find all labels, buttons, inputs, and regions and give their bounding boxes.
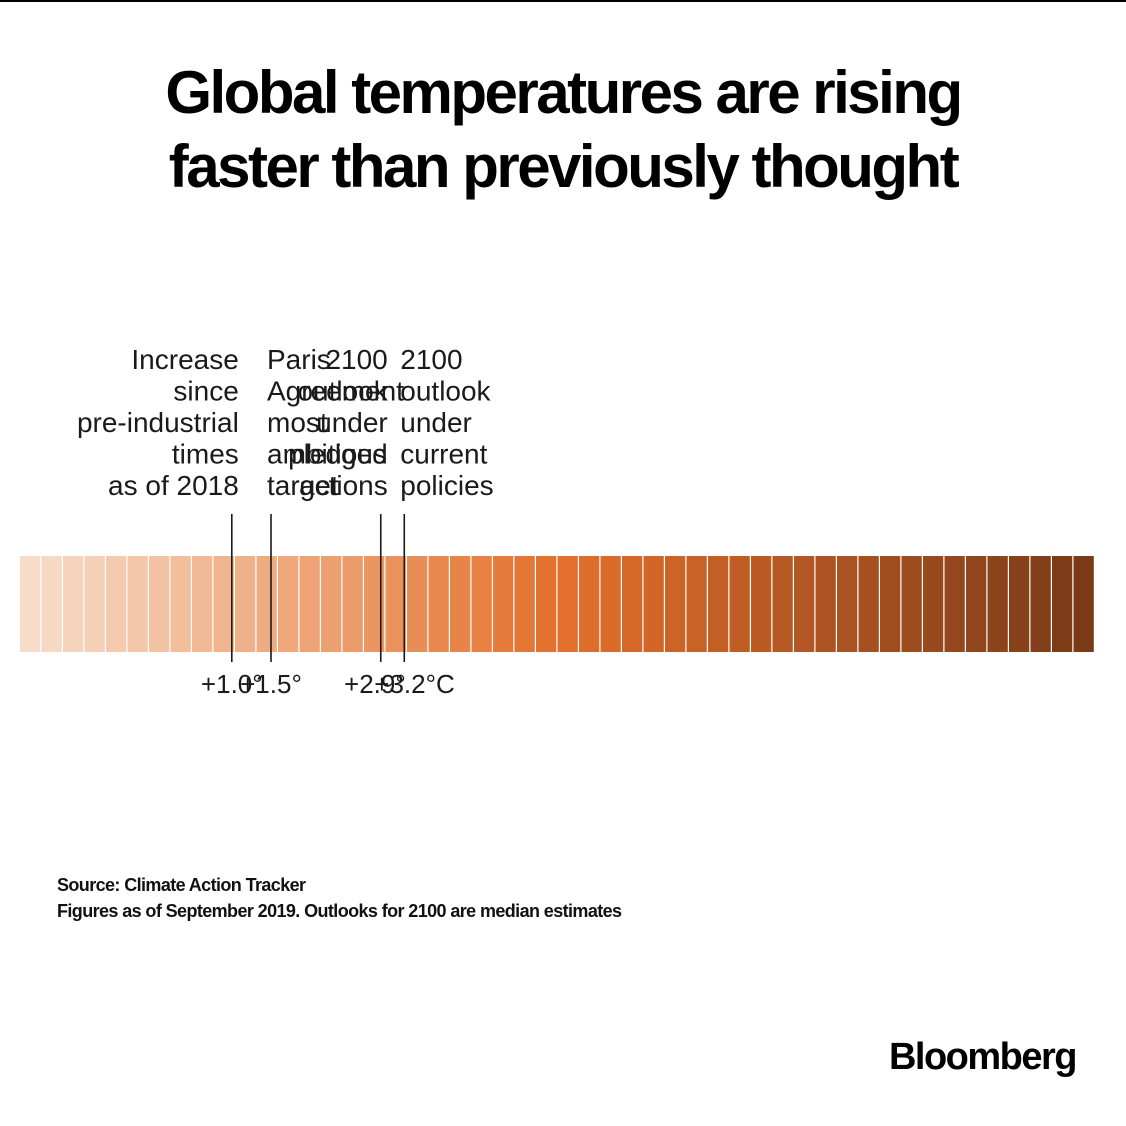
marker-annotation-line: times [172,439,239,470]
scale-segment [428,556,449,652]
scale-segment [536,556,557,652]
scale-segment [278,556,299,652]
scale-segment [41,556,62,652]
scale-segment [686,556,707,652]
bloomberg-logo: Bloomberg [888,1036,1078,1078]
scale-segment [20,556,41,652]
source-line-1: Source: Climate Action Tracker [57,875,306,895]
scale-segment [170,556,191,652]
marker-annotation-line: under [400,407,472,438]
marker-lines [231,514,406,662]
marker-annotation-line: as of 2018 [108,470,239,501]
scale-segment [837,556,858,652]
scale-segment [321,556,342,652]
scale-segment [106,556,127,652]
scale-segment [579,556,600,652]
scale-segment [794,556,815,652]
scale-segment [450,556,471,652]
scale-segment [149,556,170,652]
source-note: Source: Climate Action Tracker Figures a… [57,872,622,924]
scale-segment [299,556,320,652]
scale-segment [1073,556,1094,652]
scale-segment [213,556,234,652]
scale-segment [127,556,148,652]
marker-annotation-line: under [316,407,388,438]
marker-annotation-line: Increase [131,344,238,375]
marker-annotation-line: current [400,439,487,470]
scale-segment [514,556,535,652]
marker-value-labels: +1.0°+1.5° +2.9°+3.2°C [201,669,455,699]
marker-value-label: +2.9° [344,669,406,699]
marker-annotation-line: pledged [288,439,388,470]
marker-value-label: +1.0° [201,669,263,699]
scale-segment [944,556,965,652]
marker-annotation-line: Paris [267,344,331,375]
scale-segment [493,556,514,652]
marker-annotation-line: Agreement [267,376,404,407]
scale-segment [256,556,277,652]
scale-segment [966,556,987,652]
scale-segment [772,556,793,652]
marker-annotation-line: most [267,407,328,438]
scale-segment [600,556,621,652]
marker-annotation-line: outlook [400,376,491,407]
title-line-2: faster than previously thought [168,133,960,200]
marker-annotation-line: pre-industrial [77,407,239,438]
scale-segment [192,556,213,652]
marker-annotation-line: actions [299,470,388,501]
source-line-2: Figures as of September 2019. Outlooks f… [57,901,622,921]
scale-segment [385,556,406,652]
scale-segment [471,556,492,652]
scale-segment [557,556,578,652]
marker-annotation-line: 2100 [325,344,387,375]
color-scale-bar [20,556,1094,652]
scale-segment [1009,556,1030,652]
top-rule [0,0,1126,2]
scale-segment [923,556,944,652]
scale-segment [643,556,664,652]
marker-annotation-line: policies [400,470,493,501]
scale-segment [364,556,385,652]
marker-annotation-line: ambitious [267,439,387,470]
scale-segment [815,556,836,652]
marker-annotation-line: since [173,376,238,407]
scale-segment [708,556,729,652]
scale-segment [901,556,922,652]
marker-annotation-line: 2100 [400,344,462,375]
scale-segment [235,556,256,652]
chart-title: Global temperatures are rising faster th… [40,56,1086,204]
scale-segment [342,556,363,652]
marker-annotation-line: target [267,470,339,501]
scale-segment [622,556,643,652]
scale-segment [407,556,428,652]
scale-segment [1030,556,1051,652]
scale-segment [665,556,686,652]
scale-segment [1052,556,1073,652]
marker-value-label: +1.5° [240,669,302,699]
scale-segment [63,556,84,652]
scale-segment [751,556,772,652]
scale-segment [84,556,105,652]
marker-value-label: +3.2°C [374,669,455,699]
scale-segment [987,556,1008,652]
scale-segment [729,556,750,652]
title-line-1: Global temperatures are rising [165,59,963,126]
scale-segment [880,556,901,652]
marker-annotation-line: outlook [297,376,388,407]
scale-segment [858,556,879,652]
